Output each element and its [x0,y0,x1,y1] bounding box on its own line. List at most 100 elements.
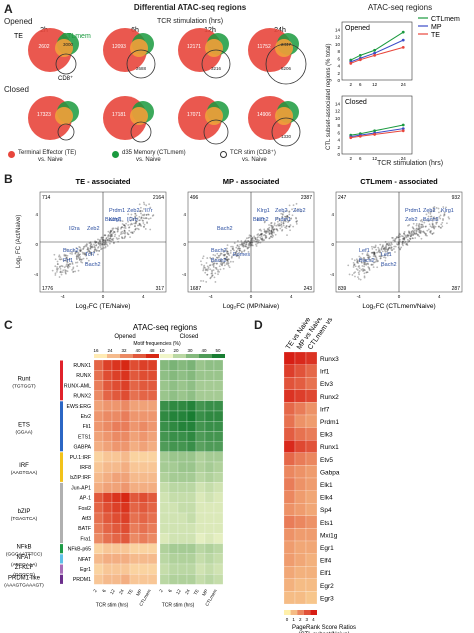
scatter-point [377,249,380,252]
scatter-point [78,257,80,259]
line-series-te [350,46,404,64]
scatter-point [77,255,79,257]
scatter-point [418,225,421,228]
scatter-point [64,255,67,257]
scatter-point [121,237,124,240]
scatter-point [217,273,219,276]
scatter-point [260,238,263,241]
scatter-point [140,225,142,227]
scatter-point [139,219,141,222]
scatter-point [370,245,373,248]
scatter-point [215,262,218,265]
scatter-point [419,219,422,222]
scatter-point [271,232,273,235]
heatmap-row-label: EWS:ERG [67,404,92,410]
heatmap-cell-opened [147,512,158,524]
heatmap-cell-opened [93,533,104,544]
scatter-point [143,214,145,217]
quadrant-count: 2387 [301,195,312,201]
scatter-point [396,243,399,246]
scatter-point [408,231,411,233]
scatter-point [103,241,106,244]
scatter-point [205,262,208,264]
scatter-point [286,215,289,218]
scatter-point [56,263,59,266]
scatter-point [247,247,249,249]
scatter-point [386,250,389,253]
heatmap-cell-closed [186,492,197,503]
scatter-point [296,219,299,222]
scatter-point [265,236,268,239]
heatmap-col-label: TE [127,588,134,595]
scatter-point [240,243,243,246]
scatter-point [95,244,98,246]
heatmap-cell-opened [93,492,104,503]
heatmap-cell-opened [147,492,158,503]
scatter-point [107,234,110,237]
scatter-point [110,230,113,233]
scatter-point [411,226,414,228]
line-plot-frame [341,21,413,81]
scatter-point [97,241,100,244]
scatter-point [69,252,72,255]
scatter-point [119,220,122,223]
heatmap-d-row-label: Ets1 [320,520,333,527]
scatter-point [368,267,371,269]
scatter-point [134,222,137,225]
scatter-point [211,263,214,266]
scatter-point [280,223,283,225]
scatter-point [87,247,90,250]
scatter-point [220,260,223,263]
scatter-point [291,208,293,211]
scatter-point [353,272,355,275]
scatter-point [282,220,285,223]
scatter-point [362,256,365,259]
heatmap-cell-closed [213,451,224,463]
scatter-point [142,201,145,204]
venn-overlap [130,39,148,57]
scatter-point [116,230,119,233]
scatter-point [65,257,68,259]
heatmap-cell-closed [213,400,224,412]
scatter-point [219,254,222,256]
scatter-point [393,245,396,248]
heatmap-d-cell [294,440,307,453]
scatter-point [226,247,228,250]
scatter-point [373,251,375,254]
heatmap-cell-opened [138,553,149,565]
line-xtick: 2 [350,156,353,161]
heatmap-cell-opened [93,410,104,422]
heatmap-cell-closed [168,502,179,514]
scatter-point [138,210,141,213]
heatmap-cell-opened [147,359,158,371]
scatter-point [371,251,374,254]
scatter-point [241,243,244,246]
scatter-point [415,232,418,235]
heatmap-cell-opened [102,370,113,381]
scatter-point [376,260,379,263]
heatmap-d-cell [283,351,296,365]
heatmap-cell-closed [213,512,224,524]
heatmap-row-label: PU.1:IRF [70,455,91,461]
scatter-point [382,245,384,248]
scatter-point [379,257,382,260]
heatmap-cell-closed [195,451,206,463]
scatter-point [117,228,120,230]
scatter-point [254,236,256,239]
scatter-point [201,257,204,260]
heatmap-cell-opened [147,451,158,463]
scatter-point [383,256,385,259]
scatter-point [261,232,264,235]
scatter-point [271,226,273,229]
scatter-point [222,251,225,253]
scatter-point [56,263,59,265]
scatter-point [270,221,273,224]
venn-count-te: 17323 [37,112,51,118]
scatter-point [98,243,100,245]
scatter-point [380,255,383,258]
scatter-point [439,217,442,220]
scatter-point [295,202,298,205]
scatter-point [433,225,435,228]
scatter-point [391,249,394,251]
heatmap-d-cell [305,414,318,428]
